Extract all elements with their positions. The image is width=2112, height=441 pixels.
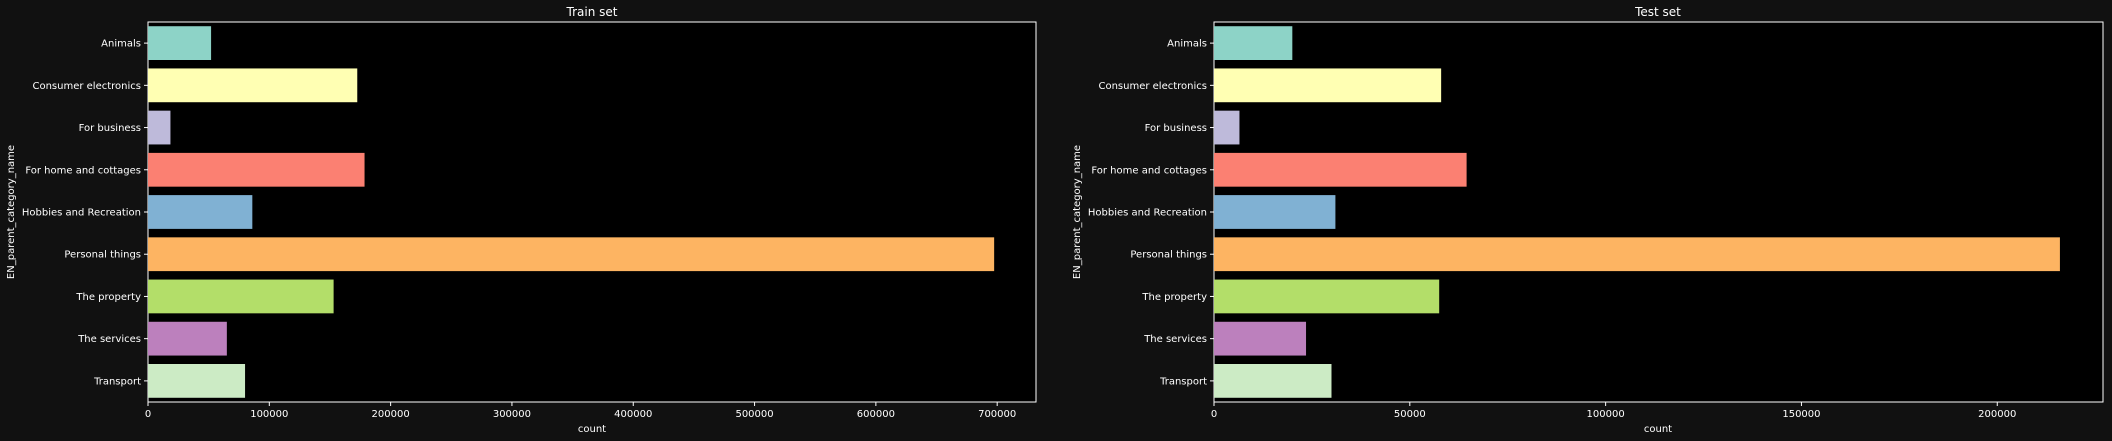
train-bars: [148, 26, 995, 398]
train-bar-hobbies-and-recreation: [148, 195, 253, 229]
test-bar-consumer-electronics: [1214, 68, 1442, 103]
train-y-axis-label: EN_parent_category_name: [6, 145, 17, 279]
train-y-tick-label: Transport: [93, 376, 141, 387]
train-bar-for-business: [148, 110, 171, 145]
test-y-tick-label: The services: [1143, 334, 1207, 345]
test-bar-the-services: [1214, 321, 1307, 356]
test-y-tick-label: Transport: [1159, 376, 1207, 387]
train-x-ticks: 0 100000 200000 300000 400000 500000 600000 700…: [145, 402, 1016, 420]
train-x-axis-label: count: [578, 424, 606, 435]
test-bar-animals: [1214, 26, 1293, 60]
test-y-axis-label: EN_parent_category_name: [1072, 145, 1083, 279]
test-bar-for-home-and-cottages: [1214, 152, 1467, 187]
train-y-tick-label: Hobbies and Recreation: [22, 208, 141, 219]
test-chart-title: Test set: [1634, 5, 1681, 19]
train-x-tick-label: 100000: [250, 409, 288, 420]
test-bars: [1214, 26, 2060, 398]
train-bar-transport: [148, 364, 246, 398]
train-bar-consumer-electronics: [148, 68, 358, 103]
train-x-tick-label: 600000: [857, 409, 895, 420]
test-bar-the-property: [1214, 279, 1440, 314]
train-y-tick-label: For business: [79, 123, 141, 134]
train-y-tick-label: Consumer electronics: [32, 81, 141, 92]
train-x-tick-label: 0: [145, 409, 151, 420]
train-x-tick-label: 300000: [493, 409, 531, 420]
test-x-tick-label: 150000: [1782, 409, 1820, 420]
train-bar-animals: [148, 26, 212, 60]
train-bar-for-home-and-cottages: [148, 152, 365, 187]
test-x-tick-label: 100000: [1587, 409, 1625, 420]
train-y-tick-label: The property: [75, 292, 141, 303]
test-x-tick-label: 50000: [1394, 409, 1426, 420]
train-y-tick-label: The services: [77, 334, 141, 345]
train-y-tick-label: For home and cottages: [25, 165, 141, 176]
train-y-tick-label: Personal things: [64, 250, 141, 261]
train-y-ticks: Animals Consumer electronics For business F…: [22, 39, 148, 387]
test-bar-personal-things: [1214, 237, 2060, 272]
train-x-tick-label: 400000: [614, 409, 652, 420]
test-y-tick-label: The property: [1141, 292, 1207, 303]
test-y-ticks: Animals Consumer electronics For business F…: [1088, 39, 1214, 387]
train-chart-title: Train set: [566, 5, 618, 19]
test-bar-for-business: [1214, 110, 1240, 145]
test-bar-transport: [1214, 364, 1332, 398]
test-y-tick-label: Consumer electronics: [1098, 81, 1207, 92]
test-x-tick-label: 200000: [1978, 409, 2016, 420]
test-y-tick-label: Animals: [1167, 39, 1207, 50]
test-x-axis-label: count: [1644, 424, 1672, 435]
test-y-tick-label: Hobbies and Recreation: [1088, 208, 1207, 219]
train-x-tick-label: 500000: [735, 409, 773, 420]
train-bar-the-services: [148, 321, 227, 356]
test-x-tick-label: 0: [1211, 409, 1217, 420]
train-bar-personal-things: [148, 237, 995, 272]
test-bar-hobbies-and-recreation: [1214, 195, 1336, 229]
test-y-tick-label: Personal things: [1130, 250, 1207, 261]
test-set-chart: Test set count EN_parent_category_name A…: [1072, 5, 2104, 435]
test-x-ticks: 0 50000 100000 150000 200000: [1211, 402, 2016, 420]
train-bar-the-property: [148, 279, 334, 314]
train-y-tick-label: Animals: [101, 39, 141, 50]
test-y-tick-label: For home and cottages: [1091, 165, 1207, 176]
train-x-tick-label: 700000: [978, 409, 1016, 420]
test-y-tick-label: For business: [1145, 123, 1207, 134]
train-set-chart: Train set count EN_parent_category_name …: [6, 5, 1037, 435]
train-x-tick-label: 200000: [372, 409, 410, 420]
